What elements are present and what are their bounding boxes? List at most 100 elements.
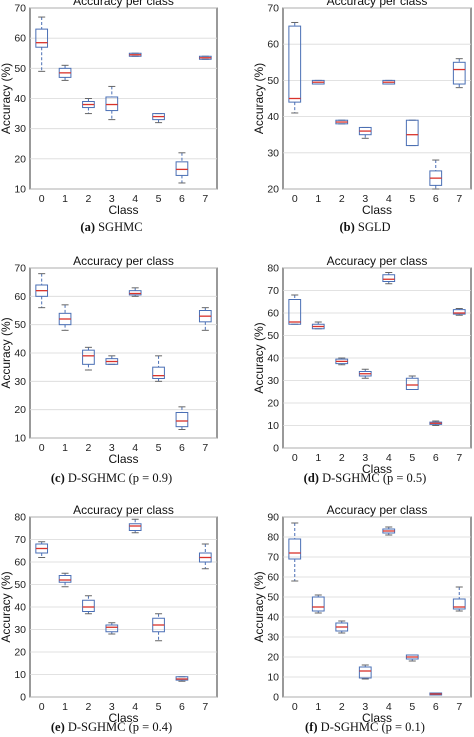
iqr-box (128, 290, 142, 296)
box-7 (198, 307, 212, 331)
y-tick-label: 40 (14, 93, 26, 105)
box-0 (288, 21, 302, 114)
box-5 (405, 654, 419, 662)
x-tick-label: 4 (386, 193, 392, 205)
x-tick-label: 5 (156, 193, 162, 205)
x-tick-label: 2 (339, 193, 345, 205)
y-tick-label: 30 (14, 624, 26, 636)
y-tick-label: 30 (14, 376, 26, 388)
y-tick-label: 60 (14, 33, 26, 45)
y-tick-label: 40 (267, 111, 279, 123)
box-4 (128, 52, 142, 57)
x-tick-label: 2 (86, 701, 92, 713)
y-axis-label: Accuracy (%) (252, 63, 266, 134)
x-tick-label: 7 (202, 701, 208, 713)
box-2 (82, 346, 95, 371)
panel-caption: (b) SGLD (339, 220, 390, 234)
y-tick-label: 30 (14, 123, 26, 135)
caption-letter: (e) (51, 720, 68, 734)
x-tick-label: 1 (315, 452, 321, 464)
x-tick-label: 0 (292, 193, 298, 205)
iqr-box (58, 575, 72, 583)
caption-letter: (d) (304, 471, 322, 485)
box-5 (152, 113, 165, 124)
box-3 (105, 622, 119, 635)
x-axis-label: Class (108, 711, 138, 725)
box-5 (405, 119, 419, 147)
iqr-box (105, 96, 119, 112)
y-tick-label: 30 (267, 147, 279, 159)
iqr-box (288, 25, 302, 103)
box-3 (358, 664, 372, 680)
x-tick-label: 7 (456, 701, 462, 713)
box-4 (382, 526, 396, 536)
box-0 (35, 16, 49, 72)
box-4 (128, 518, 142, 534)
box-6 (175, 676, 189, 682)
chart-panel-5: 0 10 20 30 40 50 60 70 80 90 0 1 2 3 4 5 6 7 Accuracy per … (252, 503, 472, 734)
panel-caption: (e) D-SGHMC (p = 0.4) (51, 720, 172, 734)
box-6 (175, 406, 189, 430)
iqr-box (452, 309, 466, 315)
x-tick-label: 5 (409, 193, 415, 205)
y-tick-label: 20 (14, 404, 26, 416)
iqr-box (35, 28, 49, 48)
box-1 (58, 572, 72, 588)
x-tick-label: 4 (132, 442, 138, 454)
box-1 (58, 304, 72, 331)
x-tick-label: 2 (339, 452, 345, 464)
x-axis-label: Class (362, 711, 392, 725)
iqr-box (358, 666, 372, 679)
y-tick-label: 70 (14, 534, 26, 546)
box-4 (128, 287, 142, 297)
box-7 (452, 58, 466, 89)
caption-letter: (a) (80, 220, 98, 234)
box-3 (105, 85, 119, 121)
iqr-box (105, 624, 119, 633)
y-axis-label: Accuracy (%) (252, 322, 266, 393)
caption-text: D-SGHMC (p = 0.1) (321, 720, 425, 734)
y-tick-label: 40 (267, 612, 279, 624)
y-tick-label: 80 (267, 532, 279, 544)
iqr-box (175, 412, 189, 428)
plot-area (282, 516, 472, 698)
chart-title: Accuracy per class (73, 254, 174, 268)
y-tick-label: 30 (267, 375, 279, 387)
y-tick-label: 20 (14, 647, 26, 659)
box-2 (82, 98, 95, 115)
y-tick-label: 80 (14, 512, 26, 524)
x-tick-label: 5 (409, 701, 415, 713)
y-tick-label: 50 (267, 592, 279, 604)
box-3 (358, 368, 372, 379)
caption-text: D-SGHMC (p = 0.5) (322, 471, 426, 485)
y-tick-label: 0 (273, 443, 279, 455)
y-tick-label: 60 (267, 308, 279, 320)
y-axis-label: Accuracy (%) (0, 317, 13, 388)
iqr-box (382, 274, 396, 282)
x-tick-label: 4 (386, 701, 392, 713)
y-tick-label: 10 (14, 184, 26, 196)
iqr-box (452, 598, 466, 610)
x-tick-label: 1 (62, 442, 68, 454)
x-tick-label: 0 (292, 452, 298, 464)
box-1 (311, 594, 325, 614)
y-tick-label: 60 (14, 291, 26, 303)
x-tick-label: 3 (362, 452, 368, 464)
x-tick-label: 2 (86, 193, 92, 205)
box-7 (198, 55, 212, 60)
box-5 (152, 355, 165, 382)
iqr-box (288, 299, 302, 325)
x-tick-label: 1 (62, 193, 68, 205)
iqr-box (288, 538, 302, 560)
box-0 (288, 522, 302, 582)
chart-title: Accuracy per class (73, 503, 174, 517)
y-tick-label: 90 (267, 512, 279, 524)
caption-text: SGLD (358, 220, 391, 234)
box-6 (429, 159, 443, 190)
y-tick-label: 0 (273, 692, 279, 704)
x-axis-label: Class (362, 462, 392, 476)
y-tick-label: 40 (14, 348, 26, 360)
chart-panel-4: 0 10 20 30 40 50 60 70 80 0 1 2 3 4 5 6 7 Accuracy per cl… (0, 503, 218, 734)
box-6 (175, 152, 189, 184)
